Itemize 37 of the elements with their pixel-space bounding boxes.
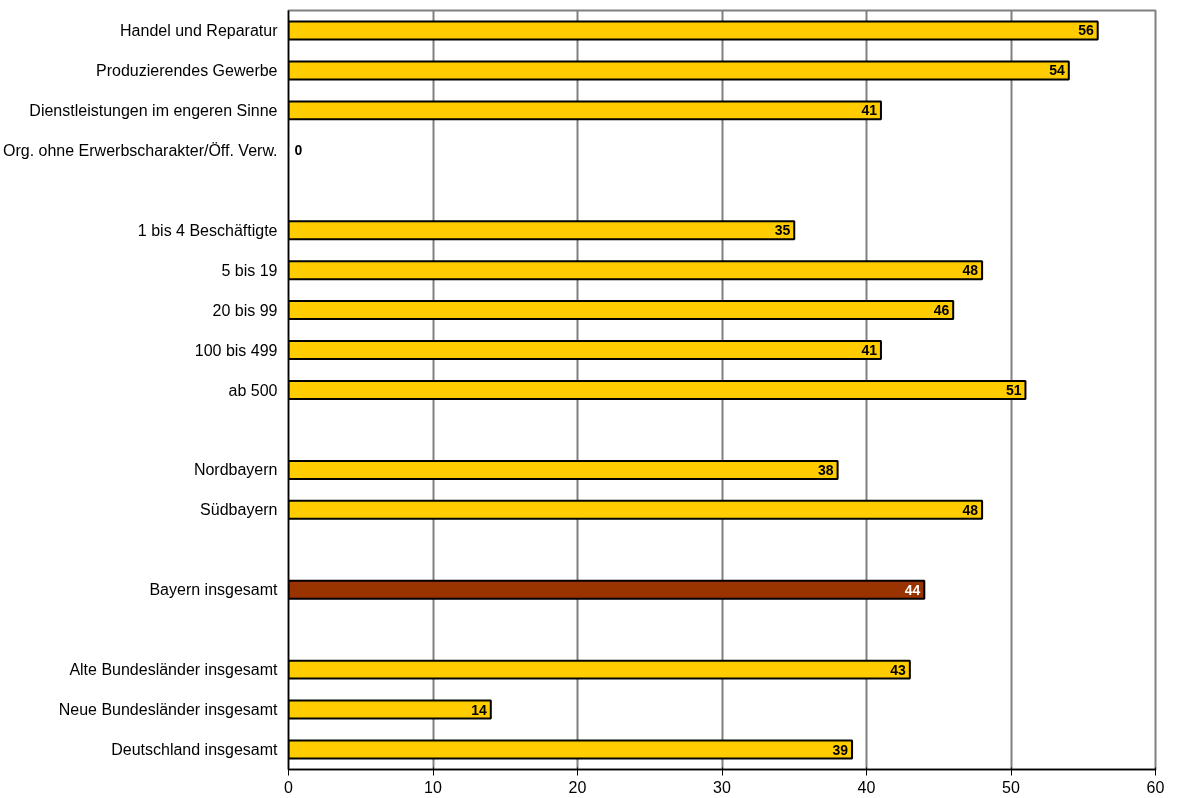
x-tick-label: 50: [1002, 778, 1020, 796]
data-label: 39: [832, 741, 849, 758]
data-label: 38: [818, 461, 834, 478]
data-label: 43: [890, 661, 907, 678]
data-label: 0: [294, 142, 303, 159]
y-tick-label: Neue Bundesländer insgesamt: [58, 701, 279, 719]
y-tick-label: Deutschland insgesamt: [111, 741, 279, 759]
data-label: 44: [904, 581, 921, 598]
data-label: 46: [933, 302, 950, 319]
y-tick-label: 5 bis 19: [221, 261, 278, 279]
y-tick-label: Nordbayern: [193, 461, 278, 479]
data-label: 56: [1078, 22, 1094, 39]
data-label: 35: [774, 222, 791, 239]
y-tick-label: Südbayern: [200, 501, 278, 519]
data-label: 48: [962, 262, 979, 279]
data-label: 41: [861, 342, 878, 359]
y-tick-label: Alte Bundesländer insgesamt: [69, 661, 279, 679]
x-tick-label: 30: [713, 778, 731, 796]
data-label: 51: [1005, 382, 1022, 398]
data-label: 14: [471, 701, 488, 718]
x-tick-label: 40: [857, 778, 876, 796]
y-tick-label: Org. ohne Erwerbscharakter/Öff. Verw.: [3, 141, 278, 159]
x-tick-label: 10: [424, 778, 442, 796]
y-tick-label: Dienstleistungen im engeren Sinne: [29, 101, 278, 119]
data-label: 48: [962, 501, 979, 518]
x-tick-label: 60: [1146, 778, 1165, 796]
y-tick-label: 20 bis 99: [212, 301, 278, 319]
x-tick-label: 0: [284, 778, 294, 796]
data-label: 41: [861, 102, 878, 119]
y-tick-label: Handel und Reparatur: [120, 21, 279, 39]
y-tick-label: Produzierendes Gewerbe: [96, 61, 278, 79]
data-label: 54: [1049, 62, 1066, 79]
x-tick-label: 20: [568, 778, 587, 796]
y-tick-label: Bayern insgesamt: [149, 581, 279, 599]
y-tick-label: 1 bis 4 Beschäftigte: [137, 221, 278, 239]
y-tick-label: 100 bis 499: [194, 341, 278, 359]
y-tick-label: ab 500: [228, 381, 278, 399]
